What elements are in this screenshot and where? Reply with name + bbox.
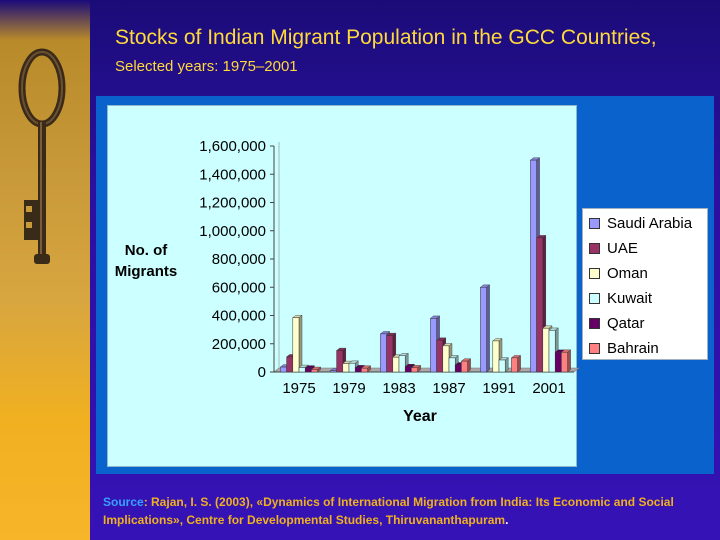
bar-side [486,284,490,373]
bar-front [430,318,437,373]
y-tick-label: 1,200,000 [199,195,266,212]
bar-front [386,335,394,373]
bar-front [336,350,344,373]
y-tick-label: 1,400,000 [199,166,266,183]
bar-front [411,367,418,373]
y-tick-label: 1,000,000 [199,223,266,240]
bar-front [330,370,337,373]
bar-front [454,364,462,373]
legend-swatch [589,267,600,279]
bar-front [280,366,287,373]
legend-swatch [589,242,600,254]
bar-bahrain-1979 [360,365,372,373]
bar-front [298,367,306,373]
bar-side [567,349,571,373]
legend-item: Oman [589,263,648,283]
bar-front [392,356,400,373]
title-subtitle: Selected years: 1975–2001 [115,58,298,75]
x-tick-label: 1991 [482,380,515,397]
bar-front [348,362,356,373]
bar-front [561,351,568,373]
bar-front [542,327,550,373]
bar-front [436,339,444,373]
bar-bahrain-1983 [410,364,422,373]
legend-item: UAE [589,238,638,258]
bar-front [548,330,556,373]
bar-front [398,355,406,373]
bar-chart: 0 200,000 400,000 600,000 800,000 1,000,000 1,… [199,138,580,397]
bar-front [404,366,412,373]
slide-title: Stocks of Indian Migrant Population in t… [115,24,705,80]
bar-oman-1991 [492,338,503,373]
y-tick-label: 400,000 [212,308,266,325]
bar-front [286,356,294,373]
x-tick-label: 1983 [382,380,415,397]
y-tick-label: 600,000 [212,279,266,296]
bar-saudi-arabia-1991 [479,284,491,373]
bar-front [448,357,456,373]
bar-front [311,369,318,373]
bar-front [304,367,312,373]
bar-front [536,237,544,373]
legend-swatch [589,292,600,304]
chart-legend: Saudi Arabia UAE Oman Kuwait Qatar Bahrain [582,208,708,360]
x-tick-label: 1987 [432,380,465,397]
x-axis-title: Year [403,408,437,425]
source-label: Source [103,495,144,509]
bar-front [361,367,368,373]
legend-label: Oman [607,264,648,282]
bar-front [354,367,362,373]
chart-plot-panel [107,105,577,467]
bar-kuwait-1991 [498,357,509,373]
bar-front [342,363,350,373]
bar-side [298,314,303,373]
title-main: Stocks of Indian Migrant Population in t… [115,26,657,49]
bar-front [480,287,487,373]
source-text: : Rajan, I. S. (2003), «Dynamics of Inte… [103,495,674,527]
y-tick-label: 800,000 [212,251,266,268]
bar-front [492,340,500,373]
legend-label: UAE [607,239,638,257]
y-tick-label: 1,600,000 [199,138,266,155]
bar-bahrain-2001 [560,349,572,373]
bar-front [530,159,537,373]
legend-item: Kuwait [589,288,652,308]
legend-swatch [589,217,600,229]
bar-oman-1975 [292,314,303,373]
legend-label: Bahrain [607,339,659,357]
legend-label: Kuwait [607,289,653,307]
y-tick-label: 200,000 [212,336,266,353]
legend-swatch [589,342,600,354]
bar-front [380,333,387,373]
bar-front [292,317,300,373]
left-decorative-strip [0,0,90,540]
legend-item: Saudi Arabia [589,213,692,233]
x-tick-label: 1975 [282,380,315,397]
source-end: . [505,513,509,527]
source-citation: Source: Rajan, I. S. (2003), «Dynamics o… [103,493,713,529]
bar-front [461,360,468,373]
x-tick-label: 2001 [532,380,565,397]
legend-swatch [589,317,600,329]
x-tick-label: 1979 [332,380,365,397]
bar-bahrain-1987 [460,358,472,373]
bar-bahrain-1975 [310,366,322,373]
bar-bahrain-1991 [510,355,522,373]
bar-side [517,355,521,373]
legend-item: Qatar [589,313,645,333]
y-axis-title: No. of Migrants [114,242,178,280]
legend-label: Saudi Arabia [607,214,693,232]
bar-front [511,357,518,373]
bar-front [442,345,450,373]
y-tick-label: 0 [258,364,266,381]
bar-front [554,351,562,373]
legend-label: Qatar [607,314,645,332]
antique-key-icon [18,48,66,264]
bar-front [498,359,506,373]
legend-item: Bahrain [589,338,659,358]
